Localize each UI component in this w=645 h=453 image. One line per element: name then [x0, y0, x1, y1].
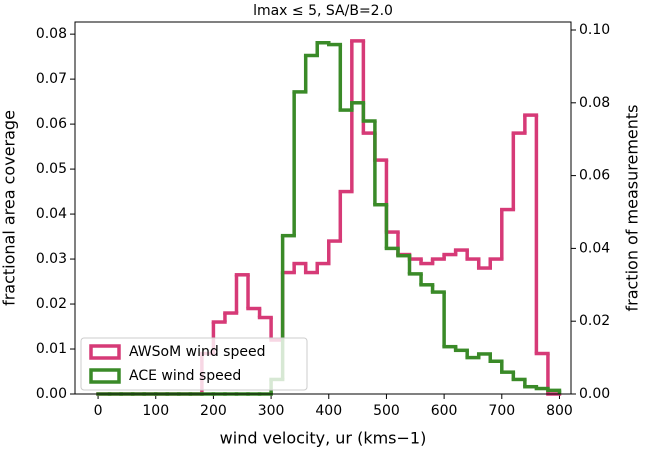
y2-tick-label: 0.04	[579, 240, 610, 256]
y2-tick-label: 0.02	[579, 313, 610, 329]
y-tick-label: 0.03	[36, 251, 67, 267]
y2-tick-label: 0.10	[579, 22, 610, 38]
x-tick-label: 800	[546, 403, 573, 419]
x-tick-label: 500	[373, 403, 400, 419]
legend-swatch	[89, 344, 121, 360]
x-tick-label: 0	[94, 403, 103, 419]
y-tick-label: 0.04	[36, 206, 67, 222]
y-tick-label: 0.01	[36, 341, 67, 357]
chart-title: lmax ≤ 5, SA/B=2.0	[253, 3, 393, 19]
y2-tick-label: 0.00	[579, 386, 610, 402]
y-axis-label: fractional area coverage	[0, 110, 19, 306]
y-tick-label: 0.02	[36, 296, 67, 312]
plot-frame	[74, 21, 572, 395]
legend-box	[80, 337, 308, 391]
y-tick-label: 0.05	[36, 161, 67, 177]
x-tick-label: 600	[431, 403, 458, 419]
x-axis-label: wind velocity, ur (kms−1)	[220, 429, 427, 448]
y-tick-label: 0.08	[36, 26, 67, 42]
x-tick-label: 100	[142, 403, 169, 419]
y2-tick-label: 0.06	[579, 168, 610, 184]
y-tick-label: 0.06	[36, 116, 67, 132]
x-tick-label: 400	[315, 403, 342, 419]
legend-label: AWSoM wind speed	[129, 344, 265, 360]
x-tick-label: 700	[488, 403, 515, 419]
y-tick-label: 0.00	[36, 386, 67, 402]
legend-label: ACE wind speed	[129, 368, 241, 384]
y2-tick-label: 0.08	[579, 95, 610, 111]
y-tick-label: 0.07	[36, 71, 67, 87]
y2-axis-label: fraction of measurements	[623, 104, 642, 311]
x-tick-label: 200	[200, 403, 227, 419]
legend-swatch	[89, 368, 121, 384]
x-tick-label: 300	[258, 403, 285, 419]
